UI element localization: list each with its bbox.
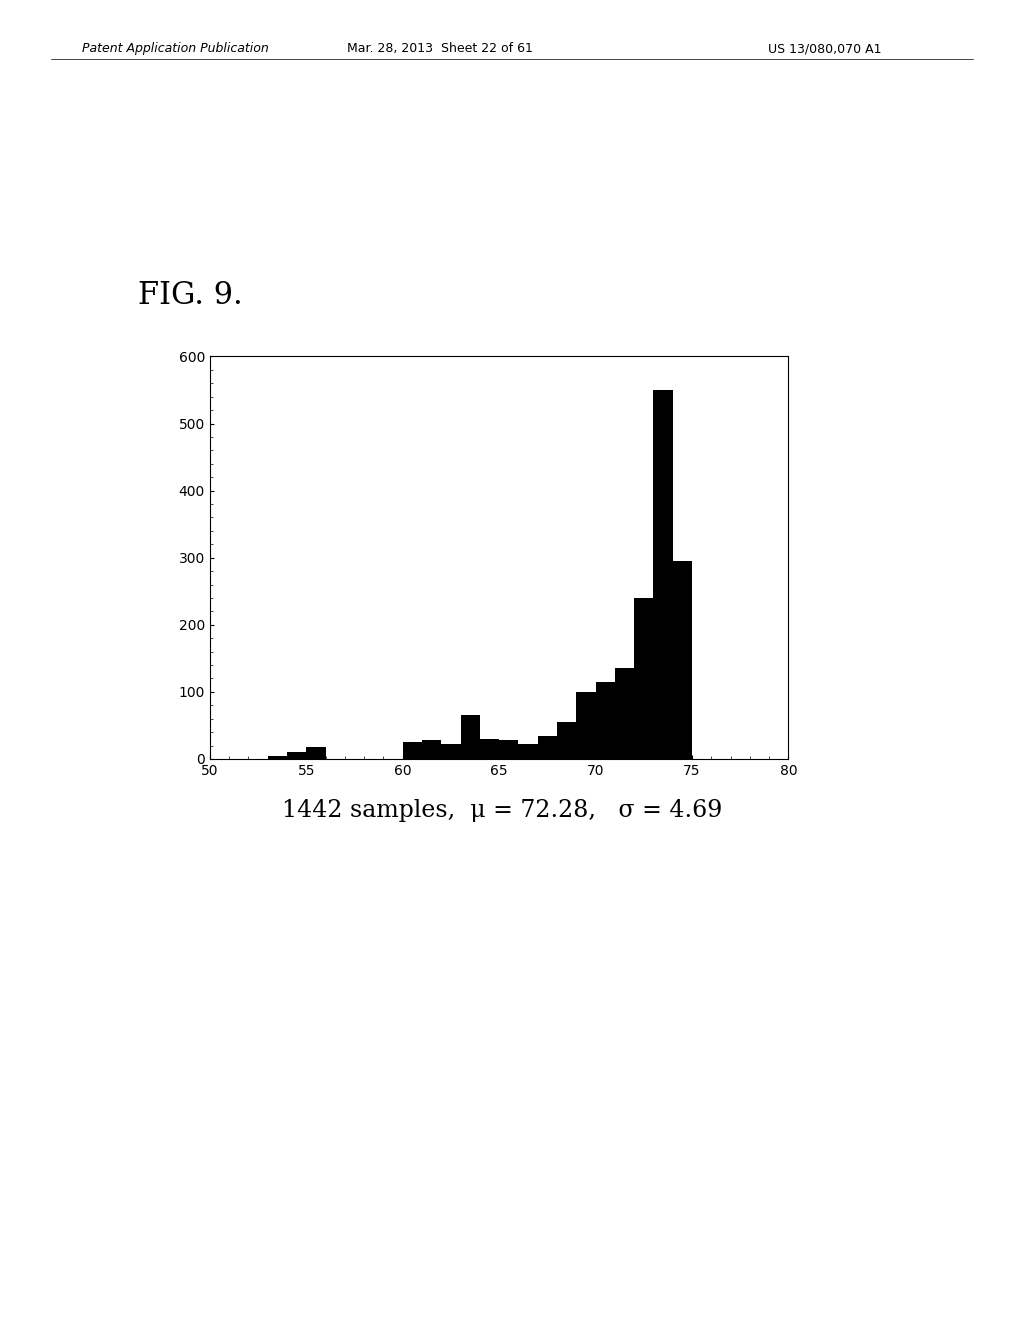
Bar	[673, 561, 692, 759]
Text: US 13/080,070 A1: US 13/080,070 A1	[768, 42, 882, 55]
Bar	[499, 741, 518, 759]
Text: 1442 samples,  μ = 72.28,   σ = 4.69: 1442 samples, μ = 72.28, σ = 4.69	[282, 799, 722, 821]
Text: Patent Application Publication: Patent Application Publication	[82, 42, 268, 55]
Bar	[461, 715, 480, 759]
Text: FIG. 9.: FIG. 9.	[138, 280, 243, 310]
Bar	[518, 744, 538, 759]
Bar	[480, 739, 499, 759]
Bar	[287, 752, 306, 759]
Bar	[577, 692, 596, 759]
Bar	[596, 682, 614, 759]
Bar	[653, 389, 673, 759]
Bar	[267, 755, 287, 759]
Bar	[538, 735, 557, 759]
Bar	[402, 742, 422, 759]
Bar	[422, 741, 441, 759]
Bar	[441, 744, 461, 759]
Bar	[557, 722, 577, 759]
Bar	[614, 668, 634, 759]
Bar	[306, 747, 326, 759]
Bar	[634, 598, 653, 759]
Text: Mar. 28, 2013  Sheet 22 of 61: Mar. 28, 2013 Sheet 22 of 61	[347, 42, 534, 55]
